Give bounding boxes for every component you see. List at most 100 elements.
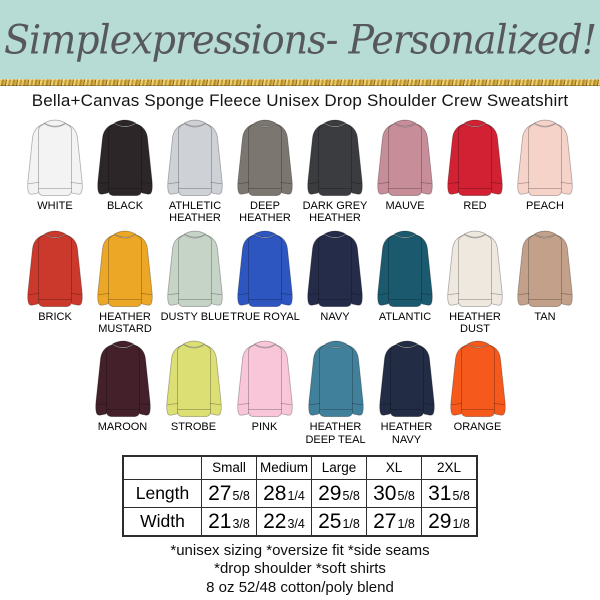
color-name: PINK	[251, 421, 278, 434]
size-chart-header-row: Small Medium Large XL 2XL	[122, 455, 478, 480]
sweatshirt-image	[447, 230, 503, 307]
swatch-maroon: MAROON	[87, 336, 158, 446]
sweatshirt-image	[27, 119, 83, 197]
color-name: ORANGE	[453, 421, 502, 434]
size-column-medium: Medium	[256, 455, 312, 480]
sweatshirt-image	[167, 119, 223, 197]
sweatshirt-image	[97, 230, 153, 307]
sweatshirt-image	[27, 230, 83, 307]
swatch-orange: ORANGE	[442, 336, 513, 446]
length-medium: 281/4	[256, 478, 312, 508]
color-name: BRICK	[38, 310, 72, 323]
color-name: ATLANTIC	[378, 310, 432, 323]
note-line-2: *drop shoulder *soft shirts	[214, 560, 386, 578]
product-notes: *unisex sizing *oversize fit *side seams…	[0, 542, 600, 598]
length-large: 295/8	[311, 478, 367, 508]
brand-banner: Simplexpressions- Personalized!	[0, 0, 600, 79]
swatch-black: BLACK	[90, 115, 160, 225]
width-row: Width 213/8 223/4 251/8 271/8 291/8	[122, 506, 478, 537]
sweatshirt-image	[307, 340, 364, 418]
swatch-deep-heather: DEEP HEATHER	[230, 115, 300, 225]
length-2xl: 315/8	[421, 478, 478, 508]
swatch-heather-deep-teal: HEATHER DEEP TEAL	[300, 336, 371, 446]
sweatshirt-image	[307, 230, 363, 307]
glitter-divider	[0, 79, 600, 86]
swatch-tan: TAN	[510, 226, 580, 336]
note-line-3: 8 oz 52/48 cotton/poly blend	[206, 579, 394, 597]
swatch-dark-grey-heather: DARK GREY HEATHER	[300, 115, 370, 225]
size-chart-table: Small Medium Large XL 2XL Length 275/8 2…	[122, 454, 478, 537]
size-column-2xl: 2XL	[421, 455, 478, 480]
size-column-large: Large	[311, 455, 367, 480]
sweatshirt-image	[447, 119, 503, 197]
sweatshirt-image	[377, 119, 433, 197]
sweatshirt-image	[94, 340, 151, 418]
color-name: TAN	[534, 310, 556, 323]
sweatshirt-image	[307, 119, 363, 197]
swatch-pink: PINK	[229, 336, 300, 446]
sweatshirt-image	[237, 230, 293, 307]
color-name: HEATHER MUSTARD	[98, 310, 152, 335]
width-row-label: Width	[122, 506, 202, 537]
swatch-heather-dust: HEATHER DUST	[440, 226, 510, 336]
product-title: Bella+Canvas Sponge Fleece Unisex Drop S…	[31, 91, 569, 110]
size-chart-corner-cell	[122, 455, 202, 480]
swatch-mauve: MAUVE	[370, 115, 440, 225]
color-name: HEATHER DEEP TEAL	[305, 421, 366, 446]
color-name: DEEP HEATHER	[239, 200, 291, 225]
swatch-red: RED	[440, 115, 510, 225]
sweatshirt-image	[517, 230, 573, 307]
brand-script-text: Simplexpressions- Personalized!	[4, 16, 597, 63]
color-name: STROBE	[170, 421, 217, 434]
swatch-dusty-blue: DUSTY BLUE	[160, 226, 230, 336]
sweatshirt-image	[378, 340, 435, 418]
color-name: HEATHER NAVY	[380, 421, 433, 446]
swatch-heather-mustard: HEATHER MUSTARD	[90, 226, 160, 336]
color-name: DARK GREY HEATHER	[302, 200, 368, 225]
swatch-brick: BRICK	[20, 226, 90, 336]
size-column-xl: XL	[366, 455, 422, 480]
sweatshirt-image	[377, 230, 433, 307]
color-name: MAROON	[97, 421, 148, 434]
swatch-athletic-heather: ATHLETIC HEATHER	[160, 115, 230, 225]
color-name: PEACH	[526, 200, 564, 212]
color-row-3: MAROON STROBE PINK HEATHER DEEP TEAL HEA…	[0, 336, 600, 446]
length-xl: 305/8	[366, 478, 422, 508]
color-grid: WHITE BLACK ATHLETIC HEATHER DEEP HEATHE…	[0, 114, 600, 446]
color-row-2: BRICK HEATHER MUSTARD DUSTY BLUE TRUE RO…	[0, 226, 600, 336]
color-name: MAUVE	[385, 200, 425, 212]
sweatshirt-image	[237, 119, 293, 197]
sweatshirt-image	[165, 340, 222, 418]
color-name: RED	[463, 200, 487, 212]
color-row-1: WHITE BLACK ATHLETIC HEATHER DEEP HEATHE…	[0, 115, 600, 225]
swatch-navy: NAVY	[300, 226, 370, 336]
width-xl: 271/8	[366, 506, 422, 537]
sweatshirt-image	[97, 119, 153, 197]
color-name: BLACK	[106, 200, 144, 212]
sweatshirt-image	[449, 340, 506, 418]
swatch-true-royal: TRUE ROYAL	[230, 226, 300, 336]
width-small: 213/8	[201, 506, 257, 537]
swatch-heather-navy: HEATHER NAVY	[371, 336, 442, 446]
swatch-strobe: STROBE	[158, 336, 229, 446]
sweatshirt-image	[236, 340, 293, 418]
swatch-peach: PEACH	[510, 115, 580, 225]
swatch-white: WHITE	[20, 115, 90, 225]
color-name: TRUE ROYAL	[230, 310, 300, 323]
length-row: Length 275/8 281/4 295/8 305/8 315/8	[122, 478, 478, 508]
color-name: DUSTY BLUE	[160, 310, 230, 323]
sweatshirt-image	[167, 230, 223, 307]
width-large: 251/8	[311, 506, 367, 537]
swatch-atlantic: ATLANTIC	[370, 226, 440, 336]
color-name: HEATHER DUST	[449, 310, 501, 335]
length-row-label: Length	[122, 478, 202, 508]
size-column-small: Small	[201, 455, 257, 480]
width-2xl: 291/8	[421, 506, 478, 537]
note-line-1: *unisex sizing *oversize fit *side seams	[170, 541, 430, 559]
color-name: ATHLETIC HEATHER	[168, 200, 222, 225]
length-small: 275/8	[201, 478, 257, 508]
color-name: NAVY	[320, 310, 350, 323]
color-name: WHITE	[37, 200, 73, 212]
sweatshirt-image	[517, 119, 573, 197]
